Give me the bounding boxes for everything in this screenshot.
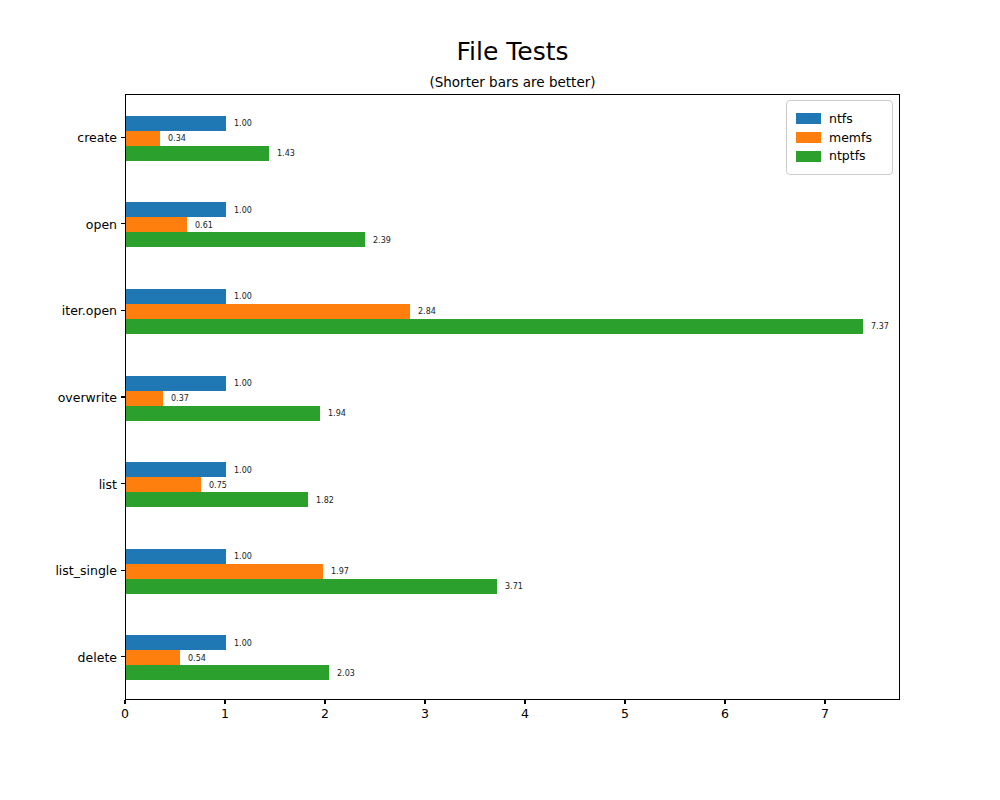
x-tick-label-0: 0 [105, 706, 145, 721]
x-tick-mark [124, 700, 125, 704]
bar-value-label: 1.00 [234, 292, 252, 301]
legend-row-memfs: memfs [796, 130, 882, 146]
x-tick-label-6: 6 [705, 706, 745, 721]
y-tick-label-list: list [0, 476, 117, 491]
bar-value-label: 1.00 [234, 465, 252, 474]
y-tick-mark [121, 396, 125, 397]
bar-value-label: 1.43 [277, 149, 295, 158]
bar-ntptfs-list [126, 492, 308, 507]
y-tick-mark [121, 223, 125, 224]
y-tick-label-overwrite: overwrite [0, 390, 117, 405]
bar-ntfs-overwrite [126, 376, 226, 391]
bar-ntfs-iter.open [126, 289, 226, 304]
x-tick-mark [824, 700, 825, 704]
bar-ntptfs-list_single [126, 579, 497, 594]
y-tick-label-create: create [0, 130, 117, 145]
y-tick-mark [121, 483, 125, 484]
bar-ntfs-list [126, 462, 226, 477]
bar-value-label: 0.37 [171, 394, 189, 403]
x-tick-mark [624, 700, 625, 704]
bar-memfs-iter.open [126, 304, 410, 319]
bar-value-label: 1.82 [316, 495, 334, 504]
bar-value-label: 1.00 [234, 638, 252, 647]
bar-value-label: 0.61 [195, 220, 213, 229]
bar-memfs-create [126, 131, 160, 146]
x-tick-mark [424, 700, 425, 704]
x-tick-label-5: 5 [605, 706, 645, 721]
chart-title: File Tests [125, 37, 900, 66]
legend: ntfs memfs ntptfs [786, 100, 893, 175]
bar-ntptfs-open [126, 232, 365, 247]
x-tick-label-3: 3 [405, 706, 445, 721]
y-tick-label-delete: delete [0, 649, 117, 664]
bar-value-label: 0.75 [209, 480, 227, 489]
y-tick-mark [121, 310, 125, 311]
legend-swatch-memfs-icon [796, 132, 821, 143]
legend-swatch-ntfs-icon [796, 113, 821, 124]
y-tick-mark [121, 656, 125, 657]
x-tick-label-2: 2 [305, 706, 345, 721]
legend-label-memfs: memfs [829, 130, 872, 146]
bar-value-label: 1.97 [331, 567, 349, 576]
bar-value-label: 0.54 [188, 653, 206, 662]
bar-value-label: 2.84 [418, 307, 436, 316]
y-tick-label-open: open [0, 216, 117, 231]
bar-memfs-overwrite [126, 391, 163, 406]
y-tick-label-list_single: list_single [0, 563, 117, 578]
bar-memfs-list [126, 477, 201, 492]
y-tick-mark [121, 570, 125, 571]
bar-value-label: 1.00 [234, 205, 252, 214]
bar-value-label: 1.94 [328, 409, 346, 418]
x-tick-mark [524, 700, 525, 704]
legend-row-ntfs: ntfs [796, 111, 882, 127]
bar-ntfs-delete [126, 635, 226, 650]
bar-value-label: 2.39 [373, 235, 391, 244]
bar-ntfs-create [126, 116, 226, 131]
legend-row-ntptfs: ntptfs [796, 148, 882, 164]
bar-memfs-list_single [126, 564, 323, 579]
bar-ntptfs-overwrite [126, 406, 320, 421]
bar-value-label: 2.03 [337, 668, 355, 677]
chart-subtitle: (Shorter bars are better) [125, 74, 900, 90]
legend-label-ntptfs: ntptfs [829, 148, 866, 164]
x-tick-mark [324, 700, 325, 704]
bar-value-label: 0.34 [168, 134, 186, 143]
legend-swatch-ntptfs-icon [796, 151, 821, 162]
bar-ntptfs-iter.open [126, 319, 863, 334]
bar-memfs-delete [126, 650, 180, 665]
bar-value-label: 1.00 [234, 552, 252, 561]
bar-ntptfs-delete [126, 665, 329, 680]
bar-value-label: 1.00 [234, 379, 252, 388]
x-tick-label-7: 7 [805, 706, 845, 721]
x-tick-label-4: 4 [505, 706, 545, 721]
bar-value-label: 3.71 [505, 582, 523, 591]
x-tick-mark [724, 700, 725, 704]
x-tick-mark [224, 700, 225, 704]
plot-area: 1.00 0.34 1.43 1.00 0.61 2.39 1.00 2.84 7.37 1.00… [125, 94, 900, 700]
bar-value-label: 1.00 [234, 119, 252, 128]
y-tick-mark [121, 137, 125, 138]
x-tick-label-1: 1 [205, 706, 245, 721]
bar-ntptfs-create [126, 146, 269, 161]
bar-ntfs-open [126, 202, 226, 217]
bar-value-label: 7.37 [871, 322, 889, 331]
legend-label-ntfs: ntfs [829, 111, 853, 127]
bar-memfs-open [126, 217, 187, 232]
figure: File Tests (Shorter bars are better) 1.0… [0, 0, 1000, 800]
bar-ntfs-list_single [126, 549, 226, 564]
y-tick-label-iter.open: iter.open [0, 303, 117, 318]
